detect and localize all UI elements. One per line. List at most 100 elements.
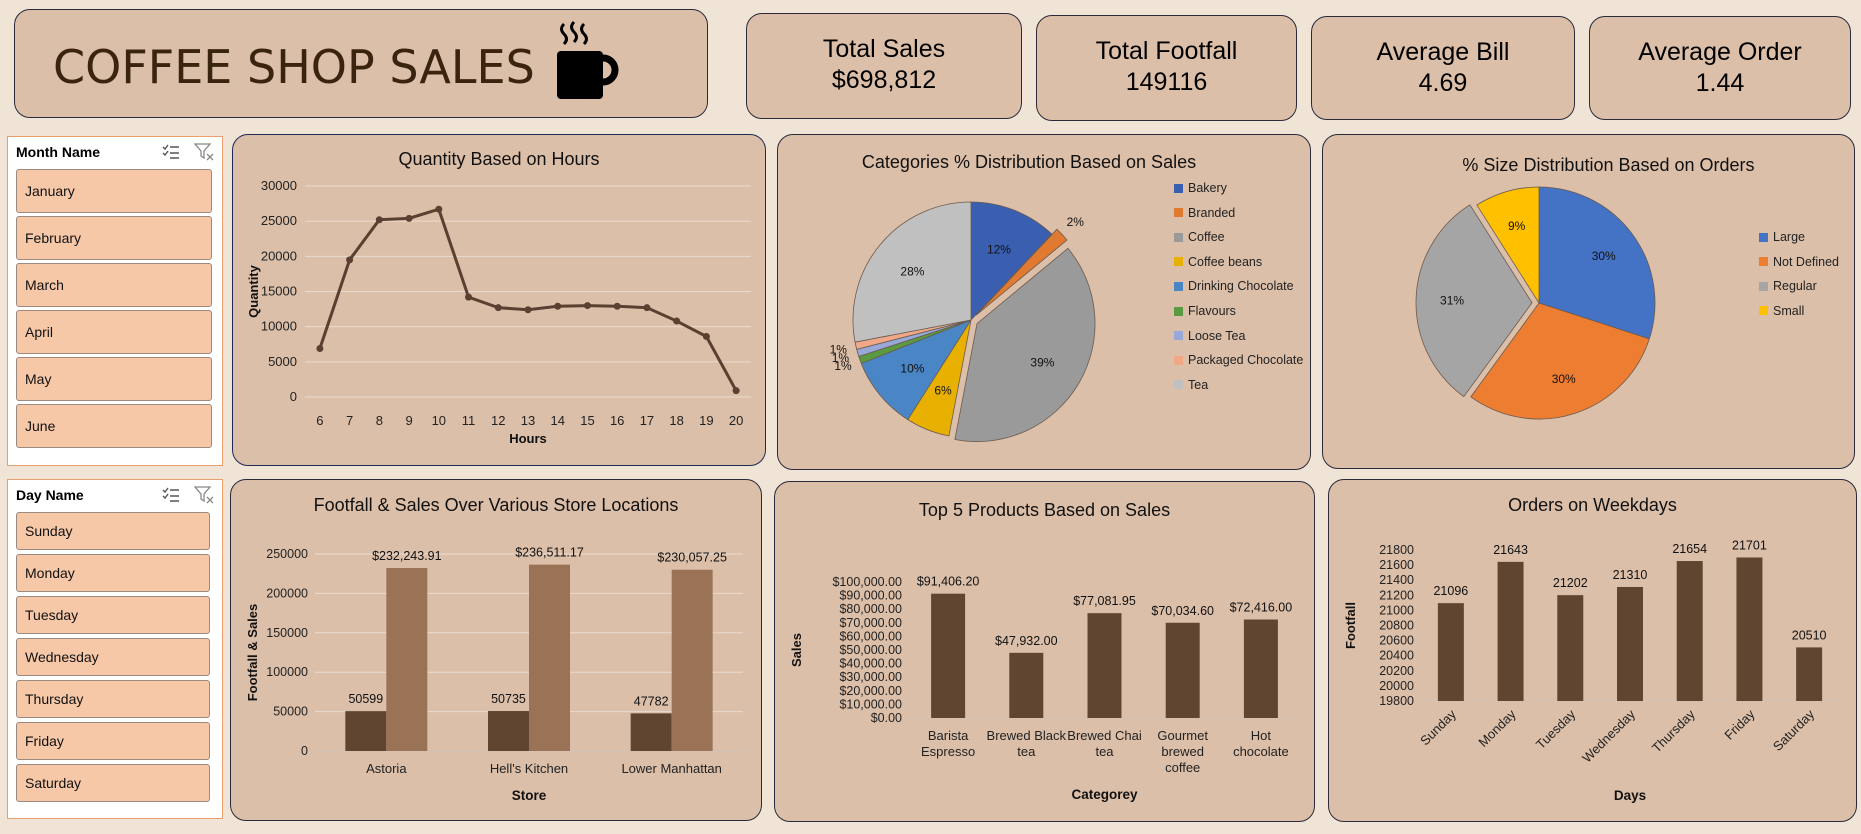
data-label: $91,406.20 bbox=[917, 575, 980, 589]
chart-title: % Size Distribution Based on Orders bbox=[1462, 155, 1755, 175]
clear-filter-icon[interactable] bbox=[194, 143, 214, 161]
data-point bbox=[316, 344, 324, 352]
y-tick-label: 25000 bbox=[261, 213, 297, 228]
x-tick-label: Brewed Black tea bbox=[987, 728, 1067, 759]
products-chart-panel: Top 5 Products Based on Sales $0.00 $10,0… bbox=[774, 481, 1315, 822]
pie-slice bbox=[1538, 186, 1656, 340]
y-tick-label: 150000 bbox=[266, 626, 308, 640]
legend-item: Bakery bbox=[1174, 181, 1227, 195]
x-tick-label: 13 bbox=[521, 413, 535, 428]
x-tick-label: 15 bbox=[580, 413, 594, 428]
slicer-item-may[interactable]: May bbox=[16, 357, 212, 401]
kpi-value: 4.69 bbox=[1418, 69, 1468, 97]
data-label: 21202 bbox=[1553, 576, 1588, 590]
legend-swatch bbox=[1759, 306, 1768, 316]
slice-label: 30% bbox=[1592, 249, 1616, 263]
bar bbox=[386, 567, 428, 751]
slicer-item-april[interactable]: April bbox=[16, 310, 212, 354]
weekdays-chart-panel: Orders on Weekdays 19800 20000 20200 20400 2… bbox=[1328, 479, 1857, 822]
series-line bbox=[318, 207, 738, 392]
slicer-item-thursday[interactable]: Thursday bbox=[16, 680, 210, 718]
legend-item: Branded bbox=[1174, 206, 1235, 220]
legend-item: Flavours bbox=[1174, 304, 1236, 318]
y-axis-title: Footfall & Sales bbox=[245, 604, 260, 702]
kpi-value: $698,812 bbox=[831, 66, 937, 94]
legend-swatch bbox=[1174, 281, 1183, 291]
x-tick-label-line: Brewed Black bbox=[987, 728, 1067, 743]
data-label: 20510 bbox=[1792, 628, 1827, 642]
slicer-item-saturday[interactable]: Saturday bbox=[16, 764, 210, 802]
y-axis-title: Quantity bbox=[246, 264, 261, 317]
x-tick-label: 19 bbox=[699, 413, 713, 428]
legend-swatch bbox=[1174, 306, 1183, 316]
data-point bbox=[405, 214, 413, 222]
slicer-item-sunday[interactable]: Sunday bbox=[16, 512, 210, 550]
y-tick-label: 200000 bbox=[266, 586, 308, 600]
y-tick-label: 30000 bbox=[261, 178, 297, 193]
slicer-item-monday[interactable]: Monday bbox=[16, 554, 210, 592]
slicer-item-june[interactable]: June bbox=[16, 404, 212, 448]
y-axis-title: Footfall bbox=[1343, 602, 1358, 649]
x-tick-label: Brewed Chai tea bbox=[1067, 728, 1142, 759]
pie-slice bbox=[1470, 302, 1650, 420]
kpi-label: Average Bill bbox=[1376, 38, 1510, 66]
hours-line-chart: 0 5000 10000 15000 20000 25000 30000 6 7 8 9 10 11 12… bbox=[246, 178, 751, 446]
data-label: 21643 bbox=[1493, 543, 1528, 557]
chart-title: Quantity Based on Hours bbox=[398, 149, 600, 169]
kpi-total-footfall: Total Footfall 149116 bbox=[1036, 15, 1297, 121]
bar bbox=[1617, 586, 1643, 701]
legend-item: Not Defined bbox=[1759, 255, 1839, 269]
data-label: 21096 bbox=[1433, 584, 1468, 598]
slicer-item-wednesday[interactable]: Wednesday bbox=[16, 638, 210, 676]
x-tick-label-line: Hot bbox=[1251, 728, 1272, 743]
slice-label: 1% bbox=[832, 351, 850, 365]
legend-label: Small bbox=[1773, 303, 1805, 318]
y-tick-label: 20800 bbox=[1379, 619, 1414, 633]
x-tick-label: Sunday bbox=[1417, 706, 1459, 748]
x-tick-label: Wednesday bbox=[1579, 706, 1638, 765]
y-tick-label: 20400 bbox=[1379, 649, 1414, 663]
x-axis-title: Days bbox=[1614, 788, 1646, 803]
legend-item: Large bbox=[1759, 230, 1805, 244]
x-tick-label: 16 bbox=[610, 413, 624, 428]
pie-slice bbox=[975, 228, 1068, 316]
legend-label: Branded bbox=[1188, 205, 1236, 220]
x-tick-label: 7 bbox=[346, 413, 353, 428]
legend-swatch bbox=[1759, 281, 1768, 291]
page-title: COFFEE SHOP SALES bbox=[53, 40, 535, 94]
legend-swatch bbox=[1759, 232, 1768, 242]
y-tick-label: 0 bbox=[290, 389, 297, 404]
sizes-chart-panel: % Size Distribution Based on Orders 30% 3… bbox=[1322, 134, 1855, 469]
x-tick-label-line: Gourmet bbox=[1157, 728, 1208, 743]
multi-select-icon[interactable] bbox=[162, 144, 180, 160]
slicer-item-tuesday[interactable]: Tuesday bbox=[16, 596, 210, 634]
slicer-item-february[interactable]: February bbox=[16, 216, 212, 260]
y-tick-label: $20,000.00 bbox=[839, 684, 902, 698]
y-tick-label: $40,000.00 bbox=[839, 657, 902, 671]
slice-label: 12% bbox=[987, 242, 1011, 256]
data-label: 50735 bbox=[491, 692, 526, 706]
y-tick-label: 21800 bbox=[1379, 543, 1414, 557]
y-tick-label: 5000 bbox=[268, 354, 297, 369]
bar bbox=[1557, 595, 1584, 701]
stores-bar-chart: 0 50000 100000 150000 200000 250000 50599 $232,… bbox=[245, 546, 743, 803]
kpi-average-order: Average Order 1.44 bbox=[1589, 16, 1851, 120]
slicer-item-march[interactable]: March bbox=[16, 263, 212, 307]
pie-slice bbox=[1476, 186, 1540, 305]
data-label: 21701 bbox=[1732, 538, 1767, 552]
x-tick-label: Hell's Kitchen bbox=[490, 761, 568, 776]
x-tick-label: 9 bbox=[405, 413, 412, 428]
chart-title: Categories % Distribution Based on Sales bbox=[861, 152, 1197, 172]
legend-label: Coffee bbox=[1188, 230, 1225, 245]
y-tick-label: $100,000.00 bbox=[832, 575, 902, 589]
y-tick-label: $0.00 bbox=[871, 711, 902, 725]
x-tick-label: 17 bbox=[640, 413, 654, 428]
data-label: 21654 bbox=[1672, 542, 1707, 556]
data-point bbox=[375, 216, 383, 224]
y-tick-label: $90,000.00 bbox=[839, 589, 902, 603]
slicer-item-friday[interactable]: Friday bbox=[16, 722, 210, 760]
legend-label: Not Defined bbox=[1773, 254, 1840, 269]
multi-select-icon[interactable] bbox=[162, 487, 180, 503]
slicer-item-january[interactable]: January bbox=[16, 169, 212, 213]
clear-filter-icon[interactable] bbox=[194, 486, 214, 504]
